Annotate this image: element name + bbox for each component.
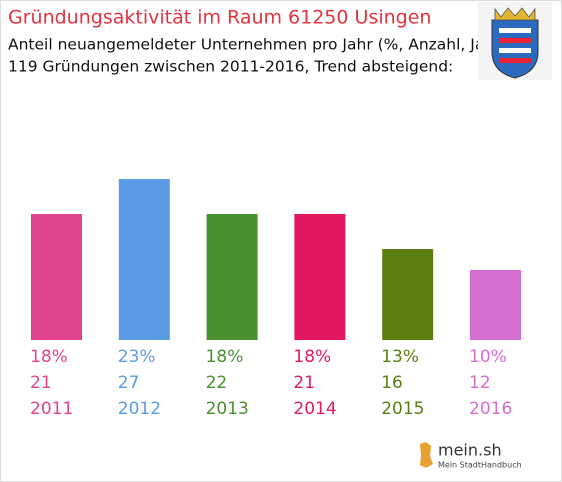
brand-logo: mein.sh Mein StadtHandbuch [415,436,525,472]
coat-of-arms [478,2,552,80]
count-label: 12 [469,373,491,393]
bar [382,249,434,340]
value-label: 18% [206,347,244,367]
count-label: 21 [30,373,52,393]
x-tick-label: 2011 [30,399,73,419]
value-label: 18% [293,347,331,367]
count-label: 22 [206,373,228,393]
count-label: 21 [293,373,315,393]
value-label: 13% [381,347,419,367]
value-label: 18% [30,347,68,367]
x-tick-label: 2014 [293,399,336,419]
subtitle: 119 Gründungen zwischen 2011-2016, Trend… [8,58,453,76]
value-label: 10% [469,347,507,367]
bar [31,214,82,340]
bar [206,214,258,340]
x-tick-label: 2012 [118,399,161,419]
bar [118,179,170,340]
bar [294,214,346,340]
x-tick-label: 2013 [206,399,249,419]
x-tick-label: 2015 [381,399,424,419]
x-tick-label: 2016 [469,399,512,419]
value-label: 23% [118,347,156,367]
brand-tagline: Mein StadtHandbuch [438,461,522,470]
brand-name: mein.sh [438,441,502,460]
bar [470,270,521,340]
count-label: 16 [381,373,403,393]
count-label: 27 [118,373,140,393]
subtitle: Anteil neuangemeldeter Unternehmen pro J… [8,36,507,54]
chart-title: Gründungsaktivität im Raum 61250 Usingen [8,7,431,29]
